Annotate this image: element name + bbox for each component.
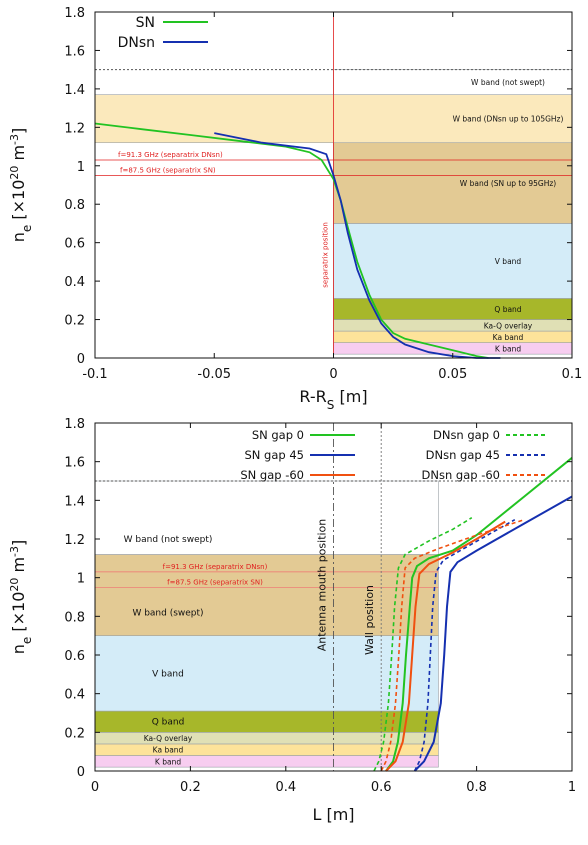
y-axis-label: ne [×1020 m-3] bbox=[8, 128, 35, 243]
y-tick-label: 0.4 bbox=[64, 275, 85, 290]
chart-bottom-density-vs-l: K band Ka band Ka-Q overlay Q band V band W b… bbox=[8, 417, 577, 824]
band-label-ka-band: Ka band bbox=[493, 333, 524, 342]
band-label-ka-q-overlay: Ka-Q overlay bbox=[144, 734, 193, 743]
red-line-label: f=87.5 GHz (separatrix SN) bbox=[120, 166, 216, 174]
band-w-band-not-swept bbox=[94, 480, 439, 555]
band-label-w-band-sn-up-to-95ghz: W band (SN up to 95GHz) bbox=[460, 179, 556, 188]
legend-label-dnsn-gap-60: DNsn gap -60 bbox=[422, 468, 500, 482]
band-ka-q-overlay bbox=[333, 319, 573, 332]
y-tick-label: 1 bbox=[77, 160, 85, 175]
x-tick-label: -0.05 bbox=[197, 367, 231, 382]
x-axis-label: L [m] bbox=[312, 805, 354, 824]
x-tick-label: 0.05 bbox=[438, 367, 467, 382]
x-tick-label: -0.1 bbox=[82, 367, 107, 382]
y-tick-label: 0.2 bbox=[64, 314, 85, 329]
legend-label-sn-gap-60: SN gap -60 bbox=[240, 468, 304, 482]
x-axis-label: R-RS [m] bbox=[299, 387, 367, 412]
band-label-w-band-not-swept: W band (not swept) bbox=[124, 535, 213, 545]
red-line-label: f=91.3 GHz (separatrix DNsn) bbox=[118, 151, 223, 159]
chart-top-density-vs-r: K band Ka band Ka-Q overlay Q band V band W b… bbox=[8, 6, 583, 412]
series-dnsn-gap-60 bbox=[380, 518, 525, 772]
band-k-band bbox=[333, 342, 573, 355]
legend-label-dnsn-gap-0: DNsn gap 0 bbox=[433, 428, 500, 442]
band-label-k-band: K band bbox=[155, 757, 181, 766]
y-tick-label: 1.8 bbox=[64, 6, 85, 21]
band-label-ka-band: Ka band bbox=[153, 746, 184, 755]
legend-label-sn-gap-0: SN gap 0 bbox=[252, 428, 304, 442]
x-tick-label: 0.8 bbox=[466, 780, 487, 795]
y-tick-label: 0.6 bbox=[64, 237, 85, 252]
series-sn bbox=[94, 122, 489, 359]
series-dnsn-gap-0 bbox=[373, 517, 473, 772]
y-tick-label: 1.4 bbox=[64, 83, 85, 98]
y-tick-label: 1.6 bbox=[64, 456, 85, 471]
x-tick-label: 0 bbox=[329, 367, 337, 382]
separatrix-label: separatrix position bbox=[322, 222, 330, 288]
y-tick-label: 0 bbox=[77, 352, 85, 367]
red-line-label: f=87.5 GHz (separatrix SN) bbox=[167, 578, 263, 586]
band-label-k-band: K band bbox=[495, 344, 521, 353]
plot-frame bbox=[94, 422, 573, 772]
band-v-band bbox=[333, 223, 573, 299]
y-tick-label: 0.2 bbox=[64, 726, 85, 741]
band-w-band-not-swept bbox=[333, 69, 573, 95]
band-label-q-band: Q band bbox=[494, 305, 521, 314]
band-label-v-band: V band bbox=[495, 257, 522, 266]
band-label-q-band: Q band bbox=[152, 718, 185, 728]
red-line-label: f=91.3 GHz (separatrix DNsn) bbox=[163, 563, 268, 571]
antenna-label: Antenna mouth position bbox=[316, 519, 329, 652]
series-dnsn bbox=[214, 132, 501, 359]
x-tick-label: 0.2 bbox=[180, 780, 201, 795]
wall-label: Wall position bbox=[363, 585, 376, 655]
x-tick-label: 0 bbox=[91, 780, 99, 795]
y-tick-label: 1.2 bbox=[64, 121, 85, 136]
series-sn-gap-0 bbox=[385, 457, 573, 772]
band-label-v-band: V band bbox=[152, 669, 184, 679]
band-label-w-band-not-swept: W band (not swept) bbox=[471, 78, 545, 87]
y-tick-label: 0.4 bbox=[64, 688, 85, 703]
band-v-band bbox=[94, 635, 439, 712]
band-ka-band bbox=[333, 330, 573, 343]
y-tick-label: 1.2 bbox=[64, 533, 85, 548]
legend-label-dnsn: DNsn bbox=[118, 35, 155, 51]
x-tick-label: 0.6 bbox=[371, 780, 392, 795]
y-tick-label: 0.6 bbox=[64, 649, 85, 664]
y-tick-label: 1.8 bbox=[64, 417, 85, 432]
legend-label-sn-gap-45: SN gap 45 bbox=[245, 448, 305, 462]
x-tick-label: 1 bbox=[568, 780, 576, 795]
band-w-band-sn-up-to-95ghz bbox=[333, 142, 573, 224]
y-tick-label: 0.8 bbox=[64, 198, 85, 213]
y-tick-label: 0 bbox=[77, 765, 85, 780]
band-label-w-band-dnsn-up-to-105ghz: W band (DNsn up to 105GHz) bbox=[453, 115, 564, 124]
y-tick-label: 0.8 bbox=[64, 610, 85, 625]
band-ka-band bbox=[94, 743, 439, 756]
series-sn-gap-60 bbox=[385, 520, 506, 772]
x-tick-label: 0.1 bbox=[562, 367, 583, 382]
y-tick-label: 1 bbox=[77, 572, 85, 587]
y-tick-label: 1.6 bbox=[64, 44, 85, 59]
x-tick-label: 0.4 bbox=[275, 780, 296, 795]
band-label-w-band-swept: W band (swept) bbox=[132, 608, 203, 618]
legend-label-sn: SN bbox=[136, 15, 155, 31]
band-label-ka-q-overlay: Ka-Q overlay bbox=[484, 321, 533, 330]
y-tick-label: 1.4 bbox=[64, 494, 85, 509]
series-dnsn-gap-45 bbox=[413, 519, 516, 772]
series-sn-gap-45 bbox=[413, 495, 573, 772]
y-axis-label: ne [×1020 m-3] bbox=[8, 540, 35, 655]
legend-label-dnsn-gap-45: DNsn gap 45 bbox=[426, 448, 500, 462]
